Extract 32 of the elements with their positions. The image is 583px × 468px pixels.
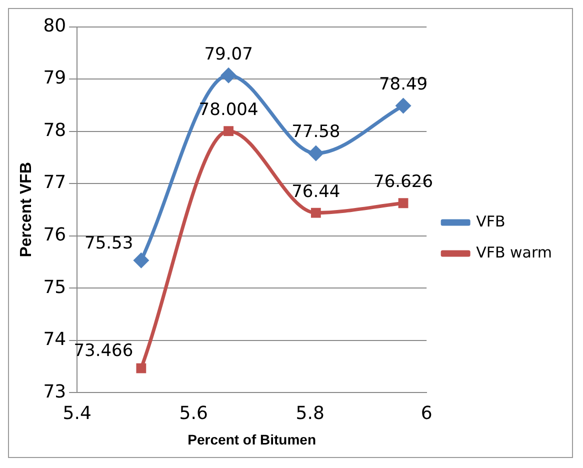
- y-tick-label: 76: [43, 224, 66, 246]
- x-tick-label: 5.8: [296, 403, 324, 424]
- y-axis-title: Percent VFB: [18, 162, 36, 258]
- y-tick-label: 74: [43, 329, 66, 350]
- data-label: 77.58: [292, 122, 340, 142]
- point: [133, 252, 150, 268]
- point: [136, 363, 146, 374]
- data-label: 76.44: [292, 182, 340, 202]
- y-tick-label: 77: [43, 172, 66, 194]
- y-tick-label: 75: [43, 276, 66, 298]
- data-label: 73.466: [74, 341, 134, 362]
- data-label: 79.07: [204, 44, 253, 64]
- data-label: 75.53: [84, 233, 134, 254]
- point: [395, 98, 412, 114]
- point: [220, 67, 237, 84]
- y-tick-label: 79: [43, 68, 66, 89]
- x-tick-label: 5.6: [179, 403, 208, 424]
- point: [224, 126, 234, 136]
- point: [308, 145, 324, 162]
- legend-label: VFB warm: [476, 243, 552, 262]
- point: [310, 208, 321, 218]
- x-axis-title: Percent of Bitumen: [188, 431, 316, 448]
- x-tick-label: 6: [420, 403, 432, 424]
- legend-label: VFB: [476, 212, 506, 230]
- data-label: 78.49: [378, 74, 428, 95]
- x-tick-label: 5.4: [62, 403, 92, 424]
- data-label: 78.004: [198, 100, 258, 120]
- y-tick-label: 73: [43, 381, 66, 402]
- y-tick-label: 78: [43, 120, 66, 141]
- y-tick-label: 80: [43, 15, 66, 36]
- point: [398, 198, 408, 208]
- data-label: 76.626: [374, 172, 434, 192]
